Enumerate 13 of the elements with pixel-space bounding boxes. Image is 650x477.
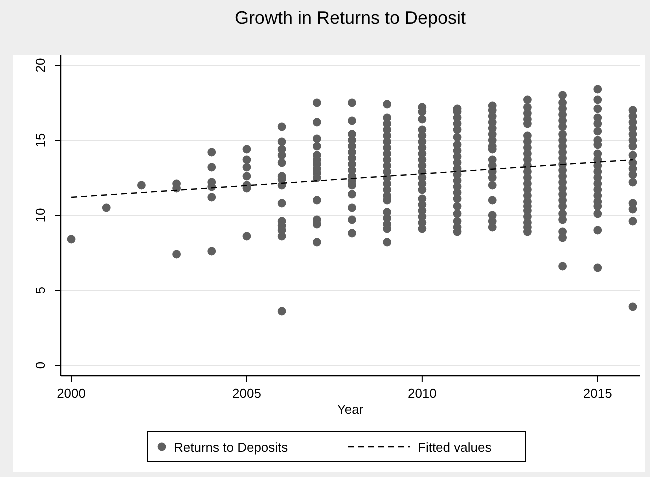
x-tick-label: 2015 bbox=[583, 386, 612, 401]
legend-label: Fitted values bbox=[418, 440, 492, 455]
x-tick-label: 2000 bbox=[57, 386, 86, 401]
x-tick-label: 2010 bbox=[408, 386, 437, 401]
y-tick-label: 5 bbox=[33, 286, 48, 294]
y-tick-label: 15 bbox=[33, 133, 48, 148]
x-axis-title: Year bbox=[337, 402, 364, 417]
y-tick-label: 0 bbox=[33, 362, 48, 370]
y-tick-label: 10 bbox=[33, 208, 48, 223]
x-tick-label: 2005 bbox=[232, 386, 262, 401]
chart-title: Growth in Returns to Deposit bbox=[234, 8, 466, 28]
y-tick-label: 20 bbox=[33, 58, 48, 73]
legend-label: Returns to Deposits bbox=[174, 440, 289, 455]
